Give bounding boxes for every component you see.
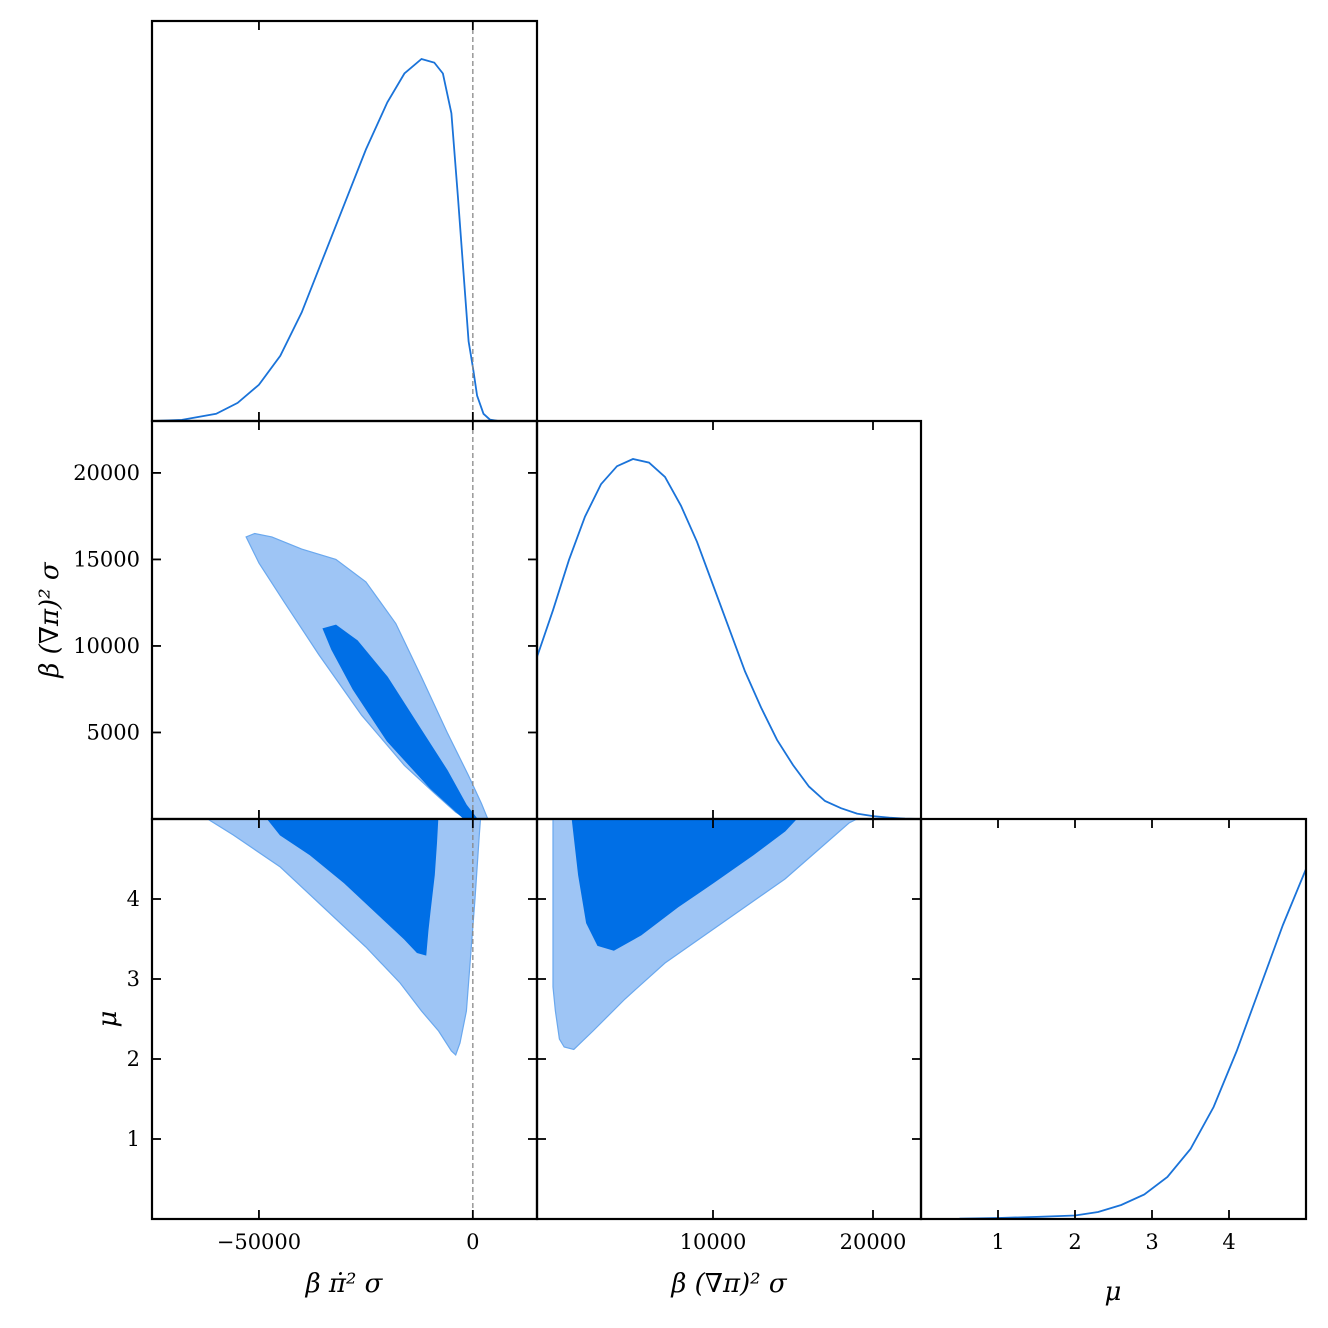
panel-2d-p1-p3	[150, 817, 539, 1221]
ylabel-p3: μ	[93, 1011, 123, 1028]
ylabel-p2: β (∇π)² σ	[35, 561, 65, 679]
x-tick-label: 10000	[680, 1230, 747, 1254]
panel-marginal-p2	[535, 419, 923, 821]
y-tick-label: 4	[127, 887, 140, 911]
panel-marginal-p1	[150, 19, 539, 423]
marginal-curve-p1	[152, 58, 499, 421]
y-tick-label: 20000	[73, 461, 140, 485]
panel-frame	[535, 419, 923, 821]
xlabel-p1: β π̇² σ	[305, 1269, 384, 1299]
marginal-curve-p2	[537, 458, 921, 819]
marginal-curve-p3	[959, 868, 1306, 1219]
x-tick-label: 2	[1068, 1230, 1081, 1254]
y-tick-label: 2	[127, 1047, 140, 1071]
x-tick-label: 3	[1145, 1230, 1158, 1254]
y-tick-label: 15000	[73, 547, 140, 571]
y-tick-label: 5000	[87, 720, 140, 744]
x-tick-label: 1	[991, 1230, 1004, 1254]
contour-68-p1-p2	[322, 624, 478, 819]
x-tick-label: −50000	[217, 1230, 301, 1254]
x-tick-label: 0	[466, 1230, 479, 1254]
y-tick-label: 10000	[73, 634, 140, 658]
x-tick-label: 20000	[840, 1230, 907, 1254]
xlabel-p3: μ	[1105, 1277, 1122, 1307]
panel-frame	[919, 817, 1308, 1221]
contour-68-p1-p3	[266, 819, 439, 956]
xlabel-p2: β (∇π)² σ	[670, 1269, 788, 1299]
panel-marginal-p3	[919, 817, 1308, 1221]
ticks-layer: −50000 0 10000 20000 1 2 3 4 5000 10000 15000 20000…	[73, 21, 1236, 1254]
panel-2d-p2-p3	[535, 817, 923, 1221]
panel-2d-p1-p2	[150, 419, 539, 821]
contour-68-p2-p3	[571, 819, 797, 951]
y-tick-label: 3	[127, 967, 140, 991]
panel-frame	[150, 19, 539, 423]
y-tick-label: 1	[127, 1127, 140, 1151]
x-tick-label: 4	[1222, 1230, 1235, 1254]
